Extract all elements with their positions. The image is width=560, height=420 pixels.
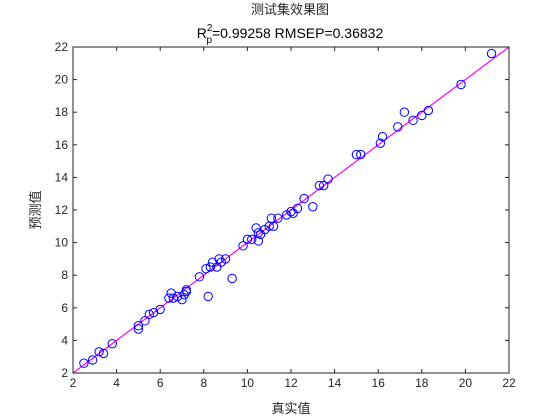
- r2-superscript: 2: [207, 23, 213, 34]
- x-tick-label: 10: [241, 376, 255, 390]
- x-tick-label: 22: [502, 376, 516, 390]
- data-point: [393, 122, 403, 132]
- data-point: [203, 291, 213, 302]
- data-point: [242, 234, 253, 245]
- y-tick-label: 6: [61, 301, 68, 315]
- y-tick-label: 8: [61, 268, 68, 282]
- data-point: [87, 355, 98, 365]
- y-tick-label: 10: [55, 236, 69, 250]
- x-axis-label: 真实值: [271, 401, 310, 417]
- r2-metrics: =0.99258 RMSEP=0.36832: [212, 25, 383, 41]
- data-point: [164, 293, 174, 303]
- data-point: [375, 138, 386, 148]
- data-point: [133, 324, 144, 334]
- data-point: [155, 304, 165, 315]
- data-point: [214, 254, 224, 264]
- data-point: [251, 223, 261, 233]
- y-tick-label: 2: [61, 366, 68, 380]
- x-tick-label: 4: [113, 376, 120, 390]
- data-points-layer: [79, 48, 497, 368]
- y-tick-label: 12: [55, 203, 69, 217]
- data-point: [194, 272, 205, 282]
- x-tick-label: 20: [459, 376, 473, 390]
- chart-title: 测试集效果图: [251, 2, 329, 18]
- data-point: [351, 149, 362, 160]
- data-point: [486, 48, 497, 59]
- r2-subscript: p: [206, 35, 212, 46]
- y-tick-label: 20: [55, 73, 69, 87]
- y-axis: 2 4 6 8 10 12 14 16 18 20 22: [55, 40, 509, 380]
- data-point: [314, 180, 325, 191]
- data-point: [319, 180, 329, 191]
- y-axis-label: 预测值: [28, 190, 44, 229]
- data-point: [168, 293, 178, 303]
- x-tick-label: 2: [70, 376, 77, 390]
- data-point: [94, 347, 104, 357]
- data-point: [144, 309, 155, 320]
- data-point: [399, 107, 410, 117]
- data-point: [201, 263, 211, 274]
- data-point: [292, 203, 303, 214]
- data-point: [268, 221, 279, 232]
- data-point: [227, 273, 237, 284]
- data-point: [179, 290, 189, 300]
- data-point: [299, 193, 309, 204]
- data-point: [308, 202, 318, 212]
- data-point: [181, 286, 192, 297]
- data-point: [98, 348, 109, 359]
- x-tick-label: 16: [372, 376, 386, 390]
- y-tick-label: 18: [55, 105, 69, 119]
- data-point: [133, 321, 144, 331]
- data-point: [323, 174, 333, 184]
- data-point: [140, 316, 150, 326]
- x-tick-label: 12: [284, 376, 298, 390]
- x-tick-label: 6: [157, 376, 164, 390]
- y-tick-label: 16: [55, 138, 69, 152]
- data-point: [247, 234, 257, 245]
- data-point: [456, 79, 466, 90]
- data-point: [220, 254, 231, 264]
- data-point: [273, 213, 283, 223]
- x-tick-label: 18: [415, 376, 429, 390]
- y-tick-label: 22: [55, 40, 69, 54]
- data-point: [107, 338, 117, 349]
- x-tick-label: 8: [200, 376, 207, 390]
- y-tick-label: 4: [61, 333, 68, 347]
- data-point: [177, 294, 187, 305]
- data-point: [356, 149, 366, 160]
- data-point: [377, 131, 388, 142]
- chart-subtitle: R2 p=0.99258 RMSEP=0.36832: [197, 23, 384, 46]
- data-point: [205, 262, 216, 272]
- x-tick-label: 14: [328, 376, 342, 390]
- data-point: [408, 115, 418, 126]
- y-tick-label: 14: [55, 170, 69, 184]
- data-point: [238, 241, 248, 251]
- data-point: [417, 110, 427, 121]
- data-point: [423, 105, 434, 116]
- x-axis: 2 4 6 8 10 12 14 16 18 20 22: [70, 47, 516, 390]
- data-point: [79, 358, 89, 368]
- r2-label: R: [197, 25, 207, 41]
